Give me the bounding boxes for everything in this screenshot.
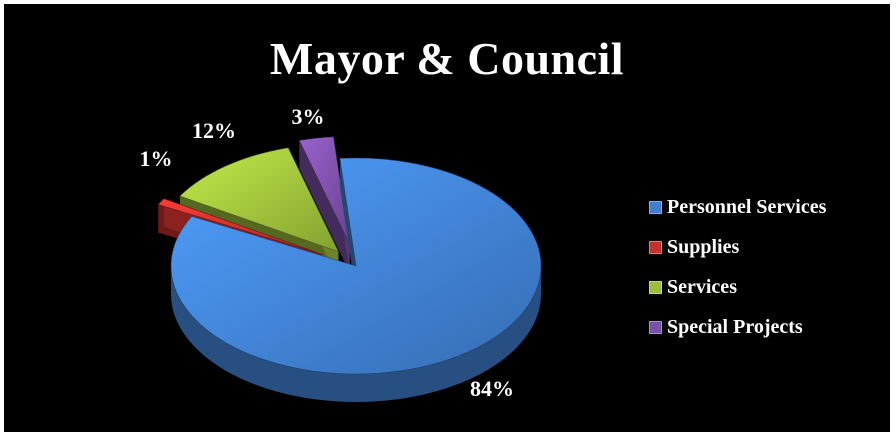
pie-slice-personnel-services — [170, 157, 542, 402]
data-label-special-projects: 3% — [292, 104, 325, 129]
pie-chart: 84% 1% 12% 3% — [140, 104, 542, 402]
legend-item-services: Services — [649, 267, 826, 307]
legend-label: Supplies — [667, 235, 740, 258]
legend-item-personnel-services: Personnel Services — [649, 187, 826, 227]
legend: Personnel Services Supplies Services Specia… — [649, 187, 826, 347]
pie-slice-top — [170, 157, 542, 375]
pie-slice-top — [157, 198, 323, 255]
pie-slice-top — [179, 147, 340, 253]
pie-slice-special-projects — [298, 136, 350, 273]
pie-slice-top — [298, 136, 350, 245]
legend-label: Services — [667, 275, 737, 298]
legend-item-supplies: Supplies — [649, 227, 826, 267]
pie-slice-wall — [299, 140, 350, 273]
legend-swatch — [649, 200, 662, 214]
pie-slice-services — [179, 147, 340, 280]
legend-label: Special Projects — [667, 315, 803, 338]
legend-swatch — [649, 280, 662, 294]
pie-slice-rim — [171, 266, 541, 402]
legend-item-special-projects: Special Projects — [649, 307, 826, 347]
data-label-supplies: 1% — [140, 146, 173, 171]
chart-title: Mayor & Council — [269, 33, 625, 84]
pie-slice-wall — [339, 158, 356, 294]
data-label-personnel-services: 84% — [470, 376, 514, 401]
legend-label: Personnel Services — [667, 195, 827, 218]
legend-swatch — [649, 320, 662, 334]
data-label-services: 12% — [192, 118, 236, 143]
legend-swatch — [649, 240, 662, 254]
chart-frame: Mayor & Council 84% 1% 12% 3% Personnel Ser… — [4, 4, 890, 432]
